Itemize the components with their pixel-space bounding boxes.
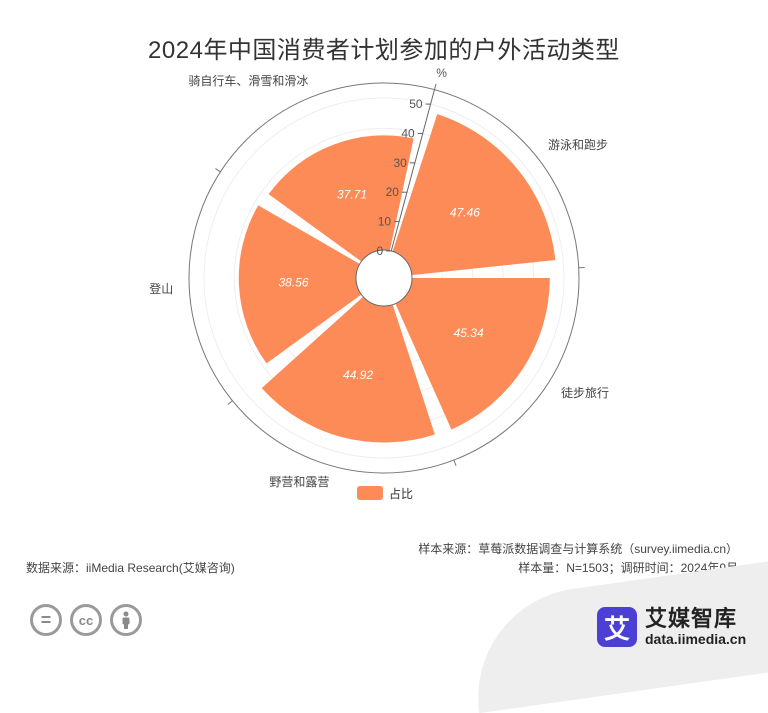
license-icons: = cc [30,604,142,636]
radial-tick-label: 10 [378,215,392,229]
radial-tick-label: 20 [386,185,400,199]
category-label: 游泳和跑步 [548,138,608,152]
radial-tick-label: 40 [401,126,415,140]
radial-tick-label: 0 [377,244,384,258]
radial-tick-label: 30 [393,156,407,170]
category-label: 登山 [149,281,173,296]
legend-label: 占比 [389,485,413,502]
category-label: 徒步旅行 [561,386,609,400]
legend[interactable]: 占比 [357,486,413,500]
cc-creative-commons-icon: cc [70,604,102,636]
category-label: 野营和露营 [269,475,329,489]
ring-tick [454,460,456,466]
bar [393,114,556,275]
cc-attribution-icon [110,604,142,636]
value-label: 44.92 [343,368,373,382]
inner-circle [356,250,412,306]
data-source: 数据来源：iiMedia Research(艾媒咨询) [26,559,235,576]
ring-tick [434,84,436,90]
logo-url: data.iimedia.cn [645,631,746,647]
category-label: 骑自行车、滑雪和滑冰 [188,73,308,88]
value-label: 37.71 [337,188,367,202]
radial-tick-label: 50 [409,97,423,111]
ring-tick [215,169,220,172]
radial-axis-unit: % [436,66,447,80]
polar-bar-chart: 0 10 20 30 40 50% 游泳和跑步 47.46 徒步旅行 45.34 野营和露营 44.9… [0,0,768,520]
cc-equal-icon: = [30,604,62,636]
value-label: 38.56 [278,276,308,290]
logo-name: 艾媒智库 [645,607,746,631]
logo-mark-icon: 艾 [597,607,637,647]
brand-logo[interactable]: 艾 艾媒智库 data.iimedia.cn [597,607,746,647]
value-label: 47.46 [450,205,480,219]
value-label: 45.34 [454,326,484,340]
legend-swatch [357,486,383,500]
ring-tick [228,401,233,405]
sample-source: 样本来源：草莓派数据调查与计算系统（survey.iimedia.cn） [418,540,738,557]
